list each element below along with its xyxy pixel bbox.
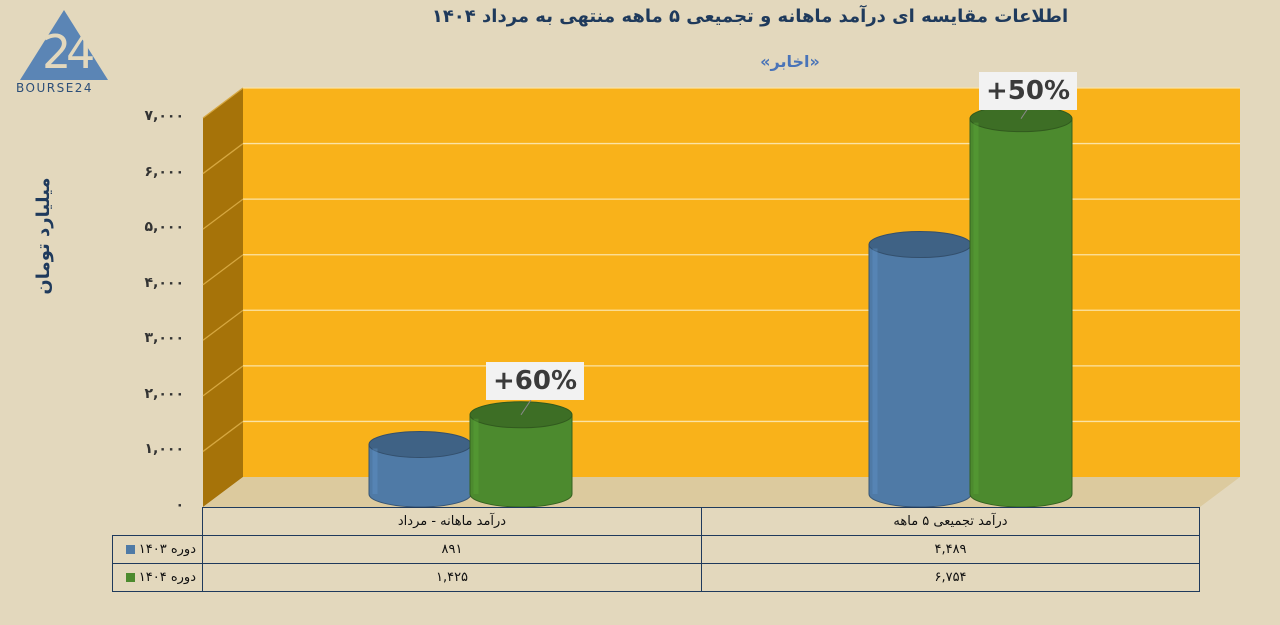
gridline-side — [202, 198, 244, 230]
gridline-side — [202, 309, 244, 341]
gridline-side — [202, 420, 244, 452]
plot-back-wall — [243, 88, 1240, 477]
plot-floor — [203, 477, 1240, 507]
table-cell: ۶,۷۵۴ — [701, 563, 1200, 592]
table-header-cumulative: درآمد تجمیعی ۵ ماهه — [701, 507, 1200, 536]
legend-swatch-1404 — [125, 573, 135, 582]
bar-0-0-top — [368, 430, 472, 458]
annotation-cumulative: +50% — [979, 72, 1078, 110]
y-tick-label: ۵,۰۰۰ — [144, 219, 185, 236]
annotation-monthly: +60% — [486, 362, 585, 400]
gridline-side — [202, 254, 244, 286]
gridline-side — [202, 365, 244, 397]
table-row: دوره ۱۴۰۴ ۱,۴۲۵ ۶,۷۵۴ — [112, 563, 1200, 592]
bar-1-0-top — [868, 231, 972, 259]
chart-title: اطلاعات مقایسه ای درآمد ماهانه و تجمیعی … — [431, 6, 1069, 27]
bar-0-1 — [469, 414, 573, 508]
y-tick-label: ۴,۰۰۰ — [144, 274, 185, 291]
bar-0-0 — [368, 443, 472, 508]
y-axis-label: میلیارد تومان — [33, 177, 54, 295]
legend-swatch-1403 — [125, 545, 135, 554]
svg-text:2: 2 — [42, 25, 71, 79]
table-header-monthly: درآمد ماهانه - مرداد — [202, 507, 702, 536]
bar-1-1 — [969, 118, 1073, 508]
y-tick-label: ۰ — [175, 497, 184, 513]
y-tick-label: ۲,۰۰۰ — [144, 385, 185, 402]
table-row: دوره ۱۴۰۳ ۸۹۱ ۴,۴۸۹ — [112, 535, 1200, 564]
bar-1-0 — [868, 244, 972, 508]
table-cell: ۴,۴۸۹ — [701, 535, 1200, 564]
legend-1403: دوره ۱۴۰۳ — [112, 535, 203, 564]
plot-side-wall — [203, 88, 243, 507]
y-tick-label: ۷,۰۰۰ — [144, 108, 185, 124]
chart-subtitle: «اخابر» — [760, 52, 820, 71]
legend-1404: دوره ۱۴۰۴ — [112, 563, 203, 592]
gridline-side — [202, 143, 244, 175]
y-tick-label: ۶,۰۰۰ — [144, 163, 185, 180]
logo-text: BOURSE24 — [16, 81, 94, 95]
gridline-side — [202, 87, 244, 119]
bourse24-logo-icon: 2 4 — [20, 10, 108, 80]
y-tick-label: ۳,۰۰۰ — [144, 330, 185, 347]
y-tick-label: ۱,۰۰۰ — [144, 441, 185, 458]
table-header-row: درآمد ماهانه - مرداد درآمد تجمیعی ۵ ماهه — [112, 507, 1200, 536]
svg-text:4: 4 — [66, 25, 95, 79]
data-table: درآمد ماهانه - مرداد درآمد تجمیعی ۵ ماهه… — [112, 507, 1200, 592]
table-cell: ۱,۴۲۵ — [202, 563, 702, 592]
table-cell: ۸۹۱ — [202, 535, 702, 564]
